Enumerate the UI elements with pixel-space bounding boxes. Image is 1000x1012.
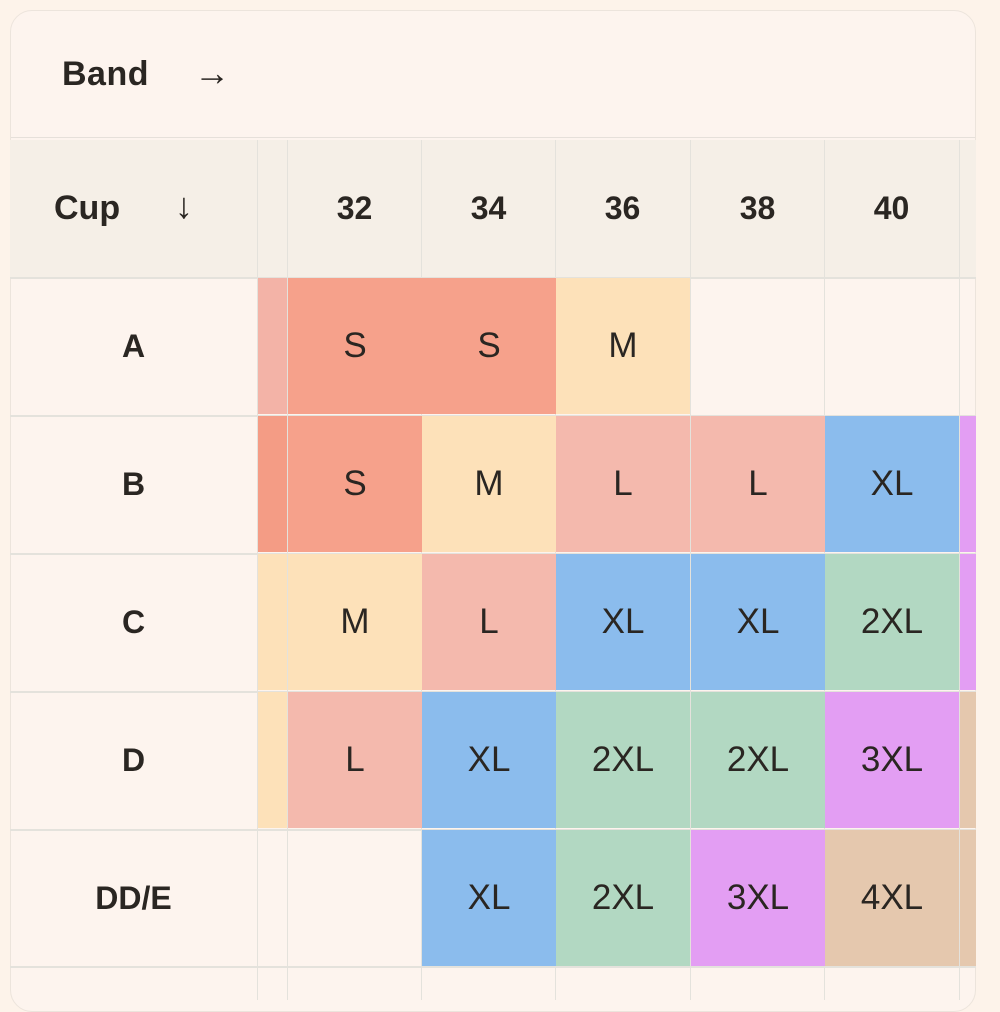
size-cell: S: [422, 278, 556, 414]
band-header-32: 32: [336, 190, 373, 226]
size-cell: S: [288, 416, 422, 552]
column-divider: [257, 140, 258, 1000]
right-edge-swatch: [960, 554, 976, 690]
size-cell: XL: [825, 416, 959, 552]
size-cell: 4XL: [825, 830, 959, 966]
right-edge-swatch: [960, 692, 976, 828]
cup-row-header: A: [121, 328, 146, 364]
size-cell: 3XL: [825, 692, 959, 828]
arrow-right-icon: →: [194, 52, 230, 93]
column-divider: [690, 140, 691, 1000]
cup-row-header: C: [121, 604, 146, 640]
size-cell: 2XL: [691, 692, 825, 828]
size-cell: M: [288, 554, 422, 690]
size-cell: L: [556, 416, 690, 552]
band-header-38: 38: [739, 190, 776, 226]
size-cell: 2XL: [556, 692, 690, 828]
row-divider: [10, 966, 976, 968]
size-cell: S: [288, 278, 422, 414]
right-edge-swatch: [960, 416, 976, 552]
cup-label: Cup: [54, 189, 121, 227]
band-label: Band: [62, 55, 149, 93]
band-header-36: 36: [604, 190, 641, 226]
size-cell: M: [556, 278, 690, 414]
band-header-40: 40: [873, 190, 910, 226]
cup-row-header: DD/E: [95, 880, 172, 916]
size-cell: XL: [422, 692, 556, 828]
left-edge-swatch: [258, 416, 287, 552]
size-cell: XL: [691, 554, 825, 690]
left-edge-swatch: [258, 692, 287, 828]
size-cell: 2XL: [556, 830, 690, 966]
size-cell: 3XL: [691, 830, 825, 966]
left-edge-swatch: [258, 554, 287, 690]
size-cell: L: [691, 416, 825, 552]
grid-header-row: [10, 140, 976, 277]
arrow-down-icon: ↓: [175, 185, 193, 226]
size-grid: Cup ↓ 32 34 36 38 40 A S S M B S M L L XL C M L XL XL 2XL D L X…: [10, 140, 976, 1000]
size-cell: XL: [422, 830, 556, 966]
cup-row-header: D: [121, 742, 146, 778]
right-edge-swatch: [960, 830, 976, 966]
size-cell: XL: [556, 554, 690, 690]
size-cell: 2XL: [825, 554, 959, 690]
size-cell: M: [422, 416, 556, 552]
column-divider: [959, 140, 960, 1000]
left-edge-swatch: [258, 278, 287, 414]
size-cell: L: [288, 692, 422, 828]
band-header-34: 34: [470, 190, 507, 226]
band-header: Band →: [11, 11, 975, 138]
size-cell: L: [422, 554, 556, 690]
column-divider: [287, 140, 288, 1000]
cup-row-header: B: [121, 466, 146, 502]
